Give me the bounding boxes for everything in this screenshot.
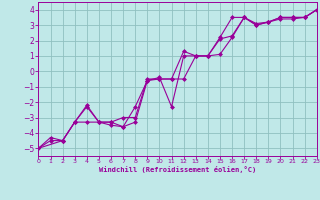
X-axis label: Windchill (Refroidissement éolien,°C): Windchill (Refroidissement éolien,°C) [99, 166, 256, 173]
